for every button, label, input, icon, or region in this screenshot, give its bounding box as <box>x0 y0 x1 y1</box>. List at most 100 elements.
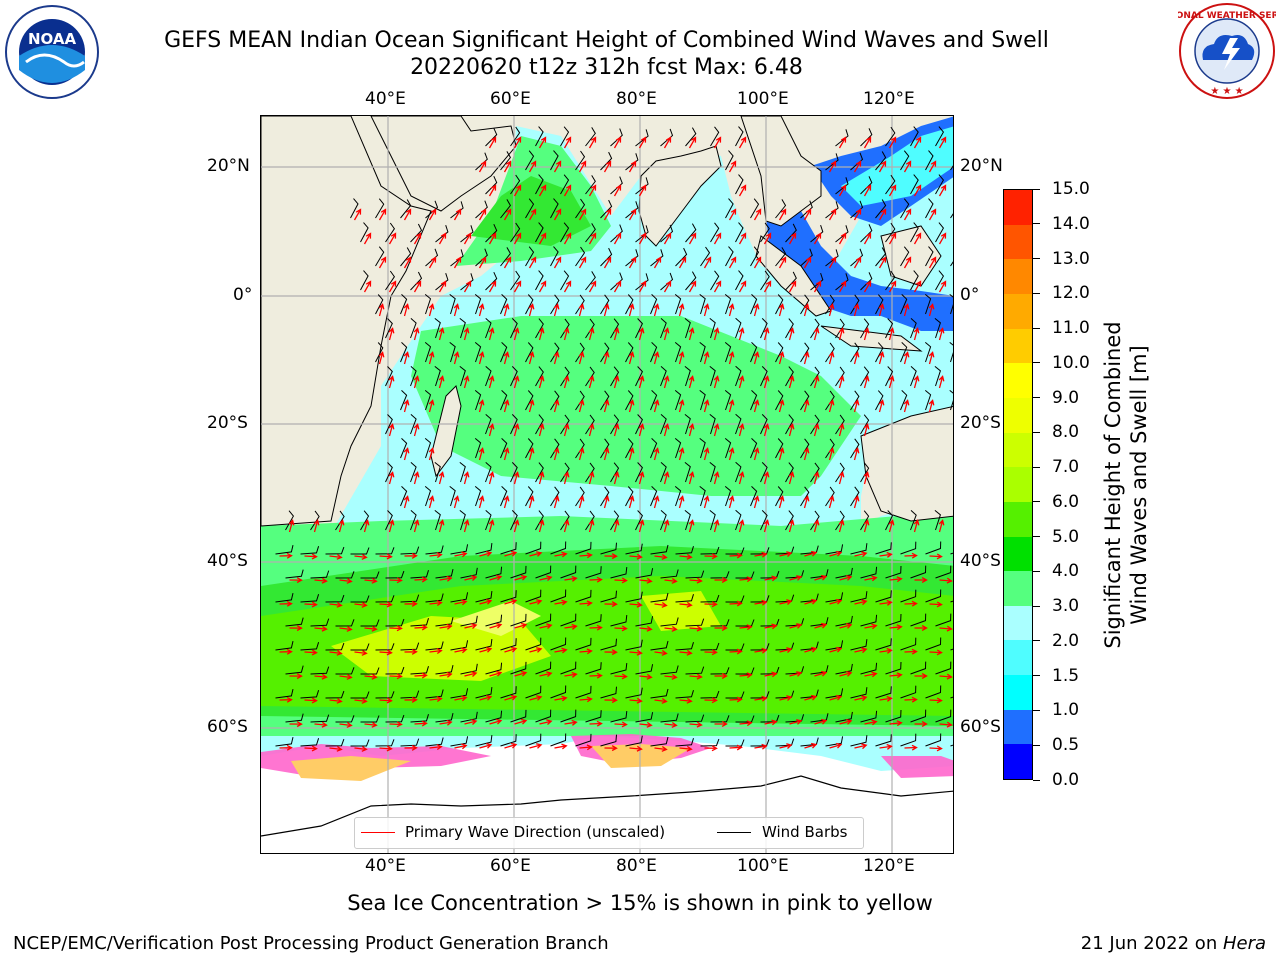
wind-barb <box>375 198 385 219</box>
wind-barb <box>935 661 952 675</box>
wave-direction-arrow <box>739 576 753 583</box>
wave-direction-arrow <box>488 471 495 485</box>
wave-direction-arrow <box>388 375 395 389</box>
wind-barb <box>335 715 355 723</box>
wave-direction-arrow <box>364 673 378 680</box>
wind-barb <box>550 733 567 747</box>
wave-direction-arrow <box>829 742 843 749</box>
wind-barb <box>375 342 384 363</box>
wave-direction-arrow <box>688 280 697 293</box>
wave-direction-arrow <box>813 471 820 485</box>
wave-direction-arrow <box>479 694 493 701</box>
wave-direction-arrow <box>389 721 403 728</box>
wave-direction-arrow <box>579 600 593 607</box>
wave-direction-arrow <box>838 471 845 485</box>
wind-barb <box>935 709 952 723</box>
wave-direction-arrow <box>363 232 372 245</box>
wind-barb <box>275 544 294 555</box>
wave-direction-arrow <box>578 160 587 173</box>
wind-barb <box>875 542 892 555</box>
wave-direction-arrow <box>428 208 437 221</box>
wave-direction-arrow <box>439 575 453 582</box>
wind-barb <box>850 639 868 651</box>
wind-barb <box>685 618 705 627</box>
wave-direction-arrow <box>678 447 685 461</box>
wave-direction-arrow <box>838 136 847 149</box>
wind-barb <box>285 617 304 627</box>
wind-barb <box>675 738 694 747</box>
wind-barb <box>385 462 393 483</box>
wind-barb <box>750 390 758 411</box>
lon-label-top: 60°E <box>490 89 531 109</box>
wind-barbs-legend-label: Wind Barbs <box>762 823 848 841</box>
wind-barb <box>910 510 917 531</box>
wave-direction-arrow <box>629 697 643 704</box>
wind-barb <box>325 546 345 555</box>
wave-direction-arrow <box>453 495 460 509</box>
wind-barb <box>335 667 355 675</box>
wind-barb <box>660 318 667 339</box>
wave-direction-arrow <box>563 136 572 149</box>
wind-barb <box>435 616 454 627</box>
wave-direction-arrow <box>678 256 687 269</box>
wind-barb <box>625 342 634 363</box>
wind-barb <box>684 366 691 387</box>
wave-direction-arrow <box>663 232 672 245</box>
colorbar-band <box>1004 571 1032 606</box>
wave-direction-arrow <box>463 519 470 533</box>
wave-direction-arrow <box>504 694 518 701</box>
wind-barb <box>535 661 552 675</box>
wave-direction-arrow <box>563 423 570 437</box>
wave-direction-arrow <box>863 232 872 245</box>
colorbar-tick-label: 11.0 <box>1052 318 1090 339</box>
wind-barb <box>500 638 517 651</box>
wind-barb <box>835 177 849 195</box>
wave-direction-arrow <box>463 232 472 245</box>
wave-direction-arrow <box>729 552 743 559</box>
wind-barb <box>460 711 478 723</box>
lon-label-bottom: 120°E <box>863 856 915 876</box>
wave-direction-arrow <box>488 423 495 437</box>
wave-direction-arrow <box>789 671 803 677</box>
wind-barb <box>510 270 521 291</box>
wave-direction-arrow <box>679 601 693 608</box>
wave-direction-arrow <box>538 375 545 389</box>
wind-barb <box>625 687 643 699</box>
wind-barb <box>350 691 370 699</box>
wind-barb <box>610 128 623 147</box>
wind-barb <box>585 318 595 339</box>
wind-barb <box>675 642 694 651</box>
wave-direction-arrow <box>878 351 885 365</box>
wave-direction-arrow <box>914 673 928 679</box>
colorbar-tick-label: 0.5 <box>1052 735 1080 756</box>
wind-barb <box>600 734 617 747</box>
wind-barb <box>385 270 396 291</box>
wind-barb <box>535 318 544 339</box>
wind-barb <box>585 271 596 291</box>
wind-barb <box>735 222 744 243</box>
wave-direction-arrow <box>353 208 362 221</box>
wave-direction-arrow <box>313 519 320 533</box>
wave-direction-arrow <box>804 550 818 557</box>
wave-direction-arrow <box>653 447 660 461</box>
wave-direction-arrow <box>354 649 368 656</box>
wind-barb <box>335 571 355 579</box>
colorbar-tick-mark <box>1033 501 1040 503</box>
wave-direction-arrow <box>354 697 368 704</box>
wave-direction-arrow <box>828 399 835 413</box>
wave-direction-arrow <box>428 399 435 413</box>
wave-direction-arrow <box>764 671 778 678</box>
wind-barb <box>725 246 734 267</box>
wind-barb <box>935 613 952 627</box>
wind-barb <box>485 366 492 387</box>
wind-barb <box>510 661 527 675</box>
wind-barb <box>485 614 503 627</box>
wave-direction-arrow <box>603 399 610 413</box>
wave-direction-arrow <box>429 552 443 559</box>
wind-barb <box>610 224 623 243</box>
wind-barb <box>700 738 720 747</box>
wave-direction-arrow <box>438 471 445 485</box>
wave-direction-arrow <box>564 671 578 678</box>
land-arabia <box>370 116 517 212</box>
wind-barb <box>550 390 560 411</box>
